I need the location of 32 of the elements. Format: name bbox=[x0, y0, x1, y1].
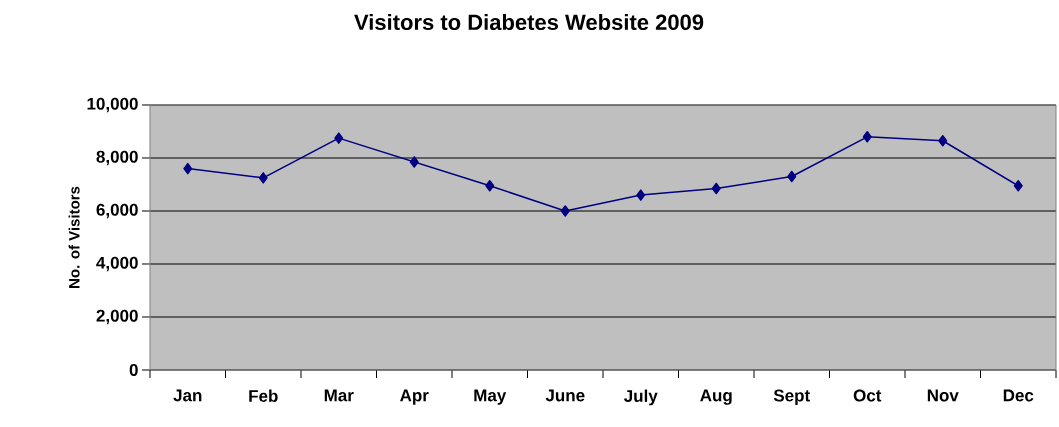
point bbox=[711, 182, 721, 195]
x-tick-label: June bbox=[545, 389, 585, 402]
y-axis-title: No. of Visitors bbox=[68, 186, 80, 288]
x-tick-label: Apr bbox=[400, 389, 429, 405]
x-tick-label: Oct bbox=[853, 389, 882, 402]
point bbox=[409, 156, 419, 168]
x-tick-label: Jan bbox=[173, 389, 202, 402]
y-tick-label: 10,000 bbox=[87, 97, 138, 113]
chart-title: Visitors to Diabetes Website 2009 bbox=[354, 13, 704, 31]
x-tick-label: July bbox=[624, 389, 658, 406]
y-tick-label: 6,000 bbox=[96, 203, 138, 219]
x-tick-label: Sept bbox=[773, 389, 810, 405]
point bbox=[636, 189, 646, 201]
point bbox=[485, 180, 495, 192]
y-tick-label: 4,000 bbox=[96, 256, 138, 272]
y-tick-label: 2,000 bbox=[96, 309, 138, 325]
point bbox=[560, 205, 570, 217]
x-tick-label: Feb bbox=[249, 389, 278, 403]
x-tick-label: Aug bbox=[700, 389, 732, 405]
y-tick-label: 0 bbox=[129, 363, 138, 377]
point bbox=[938, 135, 948, 147]
point bbox=[1013, 180, 1023, 192]
y-tick-label: 8,000 bbox=[96, 150, 138, 166]
x-tick-label: Mar bbox=[324, 389, 354, 402]
point bbox=[334, 132, 344, 144]
point bbox=[862, 131, 872, 143]
point bbox=[183, 162, 193, 175]
x-tick-label: May bbox=[474, 389, 507, 405]
point bbox=[787, 170, 797, 183]
x-tick-label: Nov bbox=[927, 389, 959, 402]
x-tick-label: Dec bbox=[1003, 389, 1034, 402]
point bbox=[258, 172, 268, 184]
